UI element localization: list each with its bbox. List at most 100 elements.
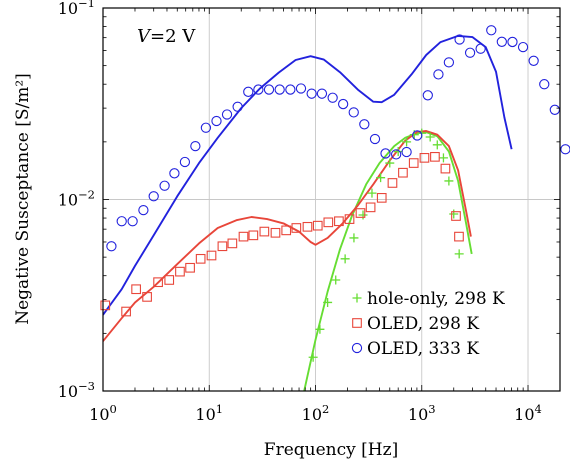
data-point-square (398, 167, 408, 178)
data-point-square (323, 217, 334, 228)
data-point-square (387, 178, 398, 188)
data-point-circle (380, 148, 391, 159)
legend-label-plus: hole-only, 298 K (367, 289, 505, 309)
data-point-plus (454, 249, 464, 259)
data-point-circle (528, 55, 539, 66)
data-point-plus (315, 324, 325, 334)
data-point-plus (438, 153, 448, 163)
data-point-plus (331, 275, 341, 285)
legend: hole-only, 298 K OLED, 298 K OLED, 333 K (351, 289, 505, 359)
data-point-circle (507, 36, 518, 48)
data-point-square (451, 211, 461, 221)
data-point-square (312, 220, 323, 231)
data-point-circle (401, 146, 412, 158)
data-point-square (454, 231, 464, 242)
data-point-square (142, 292, 152, 302)
y-tick-label: 10−3 (58, 379, 95, 401)
data-point-circle (348, 107, 359, 118)
voltage-annotation-var: V (137, 26, 152, 47)
data-point-circle (517, 41, 529, 53)
data-point-plus (376, 173, 386, 183)
x-tick-label: 102 (302, 402, 330, 424)
data-point-circle (106, 241, 117, 252)
x-tick-label: 103 (408, 402, 436, 424)
data-point-plus (425, 132, 435, 142)
data-point-circle (263, 84, 275, 95)
data-point-circle (116, 216, 127, 227)
data-point-plus (308, 352, 318, 362)
x-axis-label: Frequency [Hz] (264, 440, 398, 460)
fit-line-circle (103, 34, 513, 316)
y-axis-label: Negative Susceptance [S/m²] (13, 73, 33, 325)
grid (103, 8, 560, 391)
data-point-circle (433, 69, 444, 80)
data-point-square (376, 193, 387, 203)
data-point-circle (443, 57, 455, 68)
data-point-square (206, 250, 217, 261)
data-point-circle (285, 84, 296, 95)
data-point-circle (560, 144, 570, 155)
data-point-square (131, 284, 141, 295)
data-point-square (355, 208, 366, 218)
data-point-square (344, 214, 355, 224)
x-tick-label: 100 (89, 402, 117, 424)
data-point-square (334, 216, 344, 227)
data-point-circle (412, 130, 423, 141)
data-point-circle (306, 88, 317, 99)
fit-line-square (103, 130, 472, 342)
data-point-square (430, 151, 440, 162)
data-point-circle (138, 204, 149, 216)
data-point-square (440, 163, 451, 174)
data-point-circle (422, 90, 433, 101)
data-point-square (100, 300, 111, 311)
data-point-circle (486, 25, 497, 36)
data-point-plus (367, 188, 377, 198)
data-point-plus (402, 137, 412, 147)
data-point-square (291, 223, 302, 233)
fit-line-plus (303, 131, 473, 391)
data-point-circle (539, 79, 550, 90)
data-point-circle (159, 180, 170, 191)
data-point-circle (337, 98, 349, 110)
data-point-circle (243, 86, 254, 97)
data-point-square (164, 275, 175, 285)
data-point-circle (390, 149, 402, 160)
data-point-square (281, 225, 292, 236)
legend-label-circle: OLED, 333 K (367, 339, 479, 359)
data-point-plus (449, 209, 459, 219)
data-point-circle (179, 156, 191, 168)
data-point-square (419, 153, 430, 163)
voltage-annotation-value: =2 V (150, 26, 196, 47)
data-point-circle (464, 47, 476, 58)
data-point-square (248, 230, 259, 241)
data-point-plus (340, 254, 350, 264)
data-point-plus (444, 176, 454, 186)
data-point-plus (349, 233, 359, 243)
y-tick-label: 10−2 (58, 188, 95, 210)
data-point-square (365, 202, 376, 213)
legend-marker-circle (351, 342, 363, 354)
data-point-circle (253, 84, 264, 95)
voltage-annotation: V=2 V (137, 26, 196, 47)
y-tick-label: 10−1 (58, 0, 95, 18)
data-point-square (270, 227, 281, 238)
data-point-circle (127, 216, 138, 227)
data-point-circle (232, 101, 243, 112)
data-point-plus (385, 158, 395, 168)
data-point-circle (169, 168, 180, 179)
plot-frame (102, 7, 561, 392)
data-point-plus (358, 210, 368, 220)
legend-label-square: OLED, 298 K (367, 314, 479, 334)
data-point-square (302, 221, 313, 232)
y-tick-labels: 10−3 10−2 10−1 (58, 0, 95, 401)
x-tick-label: 104 (514, 402, 542, 424)
data-point-circle (359, 119, 370, 130)
data-point-square (195, 253, 206, 264)
data-point-plus (323, 297, 333, 307)
data-point-square (238, 231, 249, 242)
data-point-square (259, 226, 270, 237)
x-tick-label: 101 (195, 402, 223, 424)
data-point-circle (316, 88, 328, 99)
data-point-circle (221, 109, 233, 120)
